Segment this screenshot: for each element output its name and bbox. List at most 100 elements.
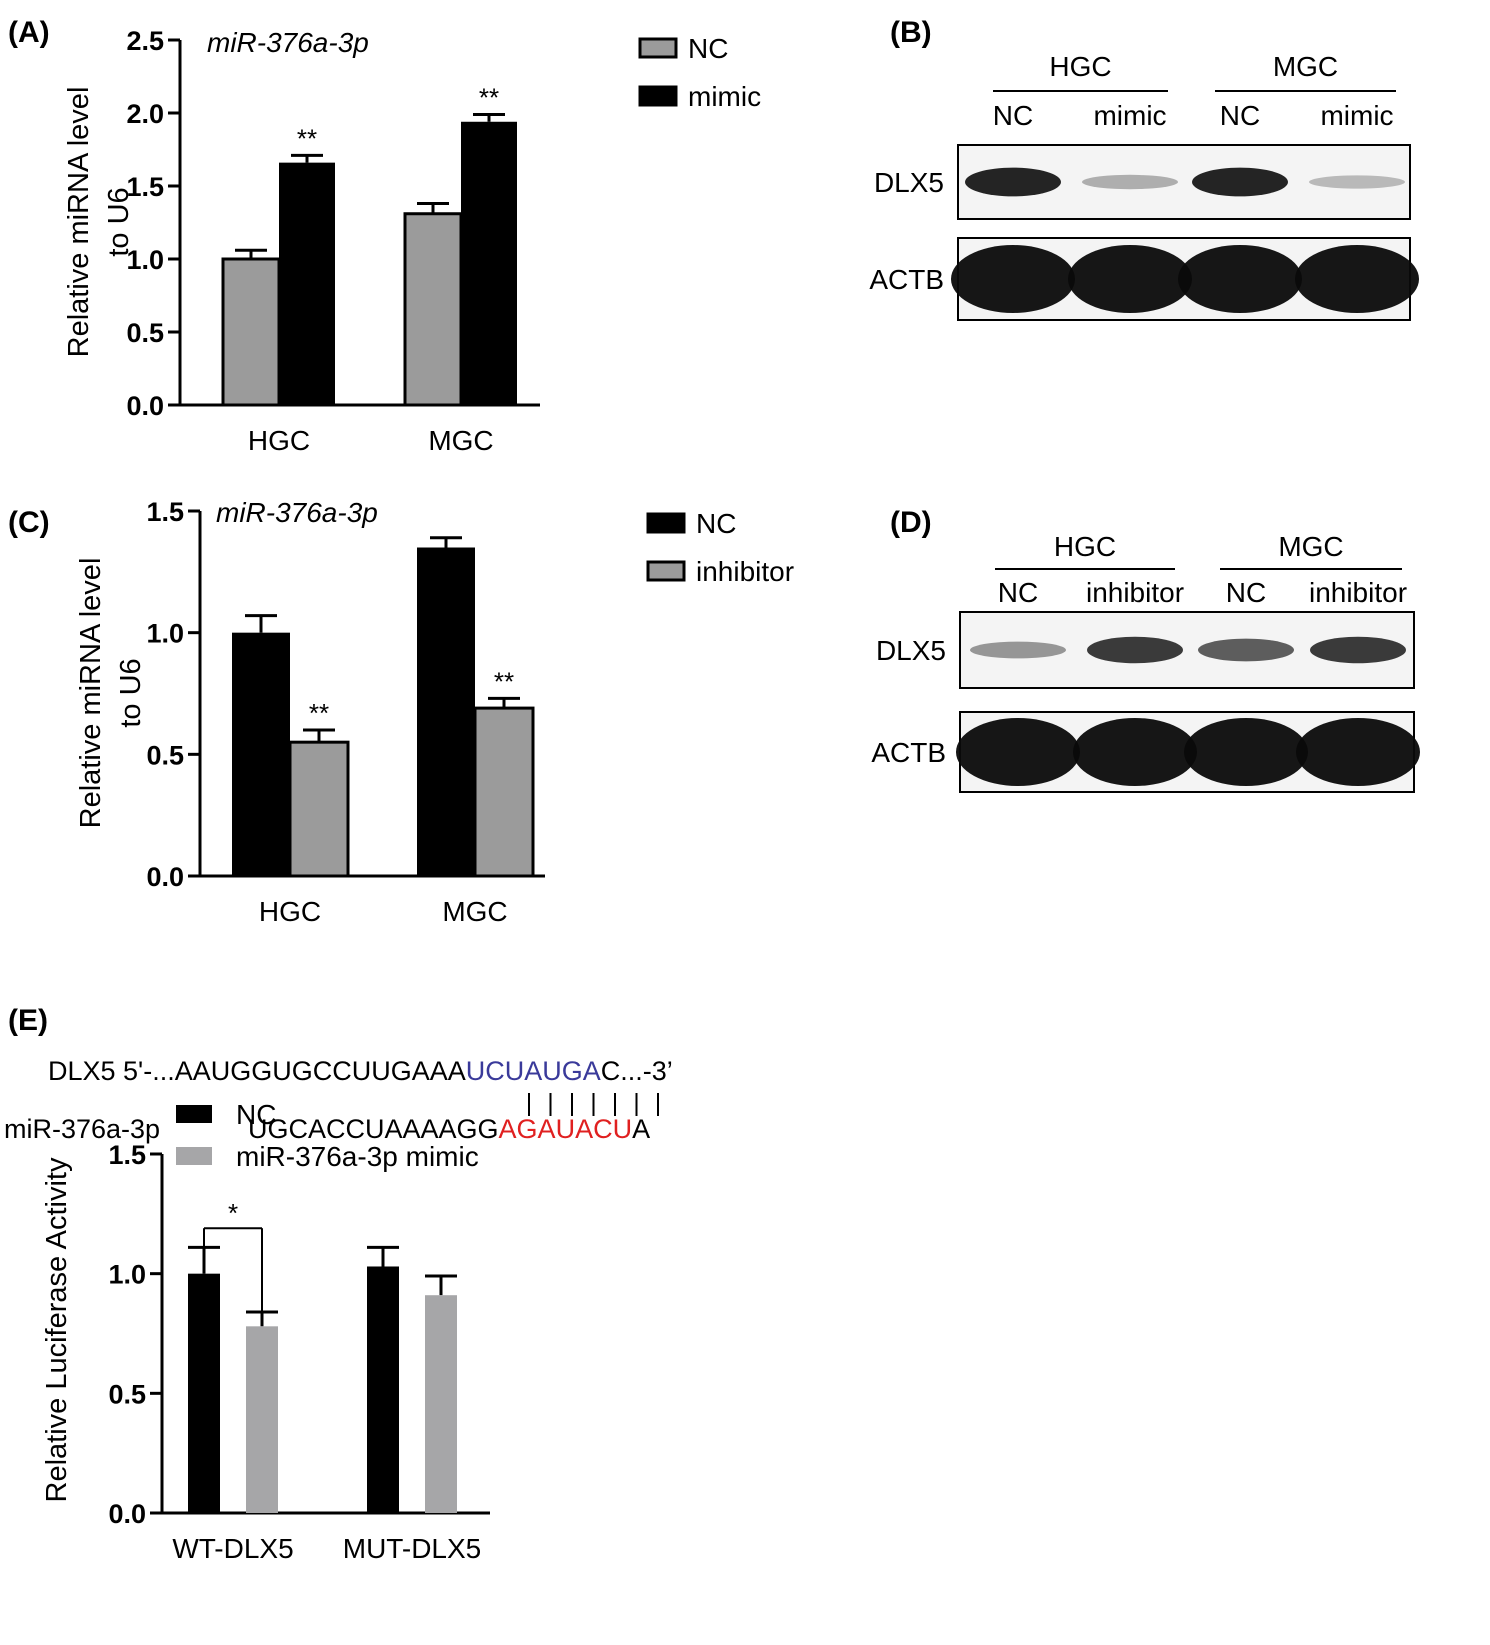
y-tick-label: 2.0 <box>126 99 164 129</box>
blot-band <box>1184 718 1308 786</box>
bar <box>367 1266 399 1513</box>
significance-label: ** <box>494 666 514 696</box>
blot-row-label: DLX5 <box>876 635 946 666</box>
y-tick-label: 0.5 <box>126 318 164 348</box>
x-tick-label: MUT-DLX5 <box>343 1533 481 1564</box>
blot-band <box>1178 245 1302 313</box>
blot-band <box>1198 638 1294 662</box>
y-axis-label: Relative miRNA level <box>75 558 107 829</box>
legend-label: mimic <box>688 81 761 112</box>
y-tick-label: 2.5 <box>126 26 164 56</box>
significance-label: ** <box>479 82 499 112</box>
blot-band <box>1295 245 1419 313</box>
y-axis-label: Relative Luciferase Activity <box>41 1157 73 1502</box>
blot-band <box>1309 175 1405 189</box>
panel-label-b: (B) <box>890 16 932 49</box>
comparison-label: * <box>228 1198 238 1228</box>
target-seed: UCUAUGA <box>466 1056 601 1086</box>
blot-group-label: MGC <box>1278 531 1343 562</box>
blot-group-label: HGC <box>1054 531 1116 562</box>
mirna-sequence: UGCACCUAAAAGGAGAUACUA <box>248 1114 650 1144</box>
x-tick-label: HGC <box>248 425 310 456</box>
bar <box>403 212 463 407</box>
base-pair-lines <box>528 1093 659 1116</box>
western-blot-b: HGC MGC NC mimic NC mimic DLX5 ACTB <box>869 51 1419 321</box>
blot-row-label: ACTB <box>869 264 944 295</box>
significance-label: ** <box>309 698 329 728</box>
y-tick-label: 1.5 <box>146 497 184 527</box>
blot-group-label: MGC <box>1273 51 1338 82</box>
y-tick-label: 0.0 <box>108 1499 146 1529</box>
blot-band <box>1073 718 1197 786</box>
bar <box>425 1295 457 1513</box>
y-tick-label: 0.0 <box>146 862 184 892</box>
legend-swatch <box>646 560 686 582</box>
legend-swatch <box>638 85 678 107</box>
chart-title: miR-376a-3p <box>216 497 378 528</box>
y-tick-label: 1.5 <box>126 172 164 202</box>
mirna-prefix: UGCACCUAAAAGG <box>248 1114 499 1144</box>
bar <box>246 1326 278 1513</box>
y-axis-label: Relative miRNA level <box>63 87 95 358</box>
western-blot-d: HGC MGC NC inhibitor NC inhibitor DLX5 ACTB <box>871 531 1420 793</box>
bar <box>279 162 335 405</box>
blot-lane-label: mimic <box>1320 100 1393 131</box>
blot-row-label: ACTB <box>871 737 946 768</box>
bar <box>461 121 517 405</box>
y-tick-label: 0.0 <box>126 391 164 421</box>
blot-lane-label: inhibitor <box>1309 577 1407 608</box>
significance-label: ** <box>297 123 317 153</box>
target-prefix: DLX5 5'-...AAUGGUGCCUUGAAA <box>48 1056 466 1086</box>
blot-band <box>1310 636 1406 664</box>
blot-lane-label: NC <box>1226 577 1266 608</box>
chart-a: miR-376a-3p 0.0 0.5 1.0 1.5 2.0 2.5 Relative mi… <box>63 26 761 456</box>
legend-label: miR-376a-3p mimic <box>236 1141 479 1172</box>
bar <box>417 547 475 876</box>
x-tick-label: WT-DLX5 <box>172 1533 293 1564</box>
legend-label: NC <box>696 508 736 539</box>
blot-band <box>1087 636 1183 664</box>
legend-swatch <box>176 1105 212 1123</box>
bar <box>232 632 290 876</box>
blot-band <box>956 718 1080 786</box>
blot-lane-label: inhibitor <box>1086 577 1184 608</box>
target-sequence: DLX5 5'-...AAUGGUGCCUUGAAAUCUAUGAC...-3’ <box>48 1056 673 1086</box>
bar <box>188 1273 220 1513</box>
y-tick-label: 1.0 <box>126 245 164 275</box>
blot-band <box>1192 167 1288 197</box>
x-tick-label: MGC <box>442 896 507 927</box>
chart-title: miR-376a-3p <box>207 27 369 58</box>
legend-label: inhibitor <box>696 556 794 587</box>
bar <box>221 257 281 407</box>
legend-swatch <box>646 512 686 534</box>
x-tick-label: MGC <box>428 425 493 456</box>
y-tick-label: 0.5 <box>146 740 184 770</box>
legend-swatch <box>638 37 678 59</box>
bar <box>288 740 350 878</box>
blot-lane-label: NC <box>1220 100 1260 131</box>
legend-label: NC <box>688 33 728 64</box>
blot-row-label: DLX5 <box>874 167 944 198</box>
y-axis-label-line2: to U6 <box>115 658 147 727</box>
blot-band <box>1082 174 1178 190</box>
legend-label: NC <box>236 1099 276 1130</box>
y-tick-label: 0.5 <box>108 1379 146 1409</box>
y-axis-label-line2: to U6 <box>103 187 135 256</box>
y-tick-label: 1.0 <box>108 1260 146 1290</box>
x-tick-label: HGC <box>259 896 321 927</box>
blot-band <box>951 245 1075 313</box>
panel-label-a: (A) <box>8 16 50 49</box>
bar <box>473 706 535 878</box>
mirna-suffix: A <box>632 1114 650 1144</box>
legend-swatch <box>176 1147 212 1165</box>
blot-band <box>1296 718 1420 786</box>
blot-band <box>965 167 1061 197</box>
blot-lane-label: mimic <box>1093 100 1166 131</box>
chart-c: miR-376a-3p 0.0 0.5 1.0 1.5 Relative miRNA le… <box>75 497 794 927</box>
target-suffix: C...-3’ <box>601 1056 673 1086</box>
blot-group-label: HGC <box>1049 51 1111 82</box>
y-tick-label: 1.5 <box>108 1140 146 1170</box>
panel-label-e: (E) <box>8 1004 48 1037</box>
y-tick-label: 1.0 <box>146 619 184 649</box>
